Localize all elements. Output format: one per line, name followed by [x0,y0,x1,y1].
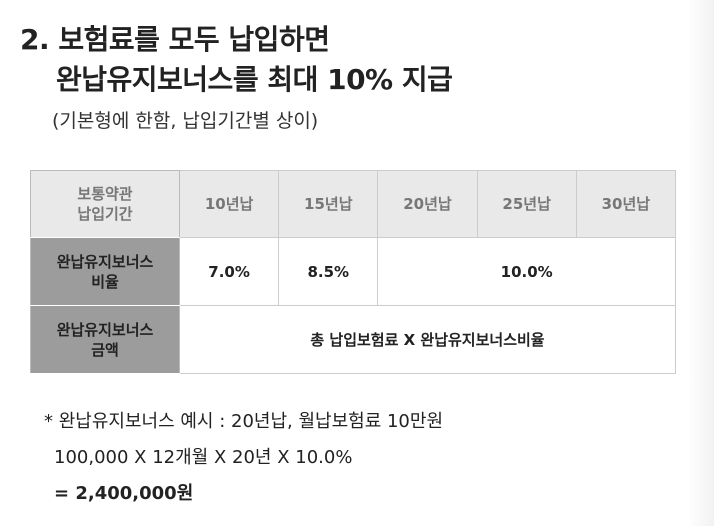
label-line: 완납유지보너스 [56,252,154,271]
column-header: 10년납 [178,170,280,238]
label-line: 납입기간 [77,205,133,223]
table-cell: 10.0% [377,237,676,306]
note-line: 100,000 X 12개월 X 20년 X 10.0% [54,447,353,468]
note-line: * 완납유지보너스 예시 : 20년납, 월납보험료 10만원 [44,411,444,432]
table-cell: 총 납입보험료 X 완납유지보너스비율 [179,305,676,374]
row-label: 완납유지보너스 비율 [30,237,180,306]
note-line: = 2,400,000원 [54,483,194,504]
title-line: 2. 보험료를 모두 납입하면 [20,23,330,56]
note: * 완납유지보너스 예시 : 20년납, 월납보험료 10만원 100,000 … [44,404,443,512]
column-header: 30년납 [575,170,677,238]
label-line: 금액 [91,340,119,359]
title-line: 완납유지보너스를 최대 10% 지급 [56,63,453,96]
table-row: 완납유지보너스 비율 7.0% 8.5% 10.0% [30,237,676,306]
subtitle: (기본형에 한함, 납입기간별 상이) [52,110,319,132]
table-row: 완납유지보너스 금액 총 납입보험료 X 완납유지보너스비율 [30,305,676,374]
label-line: 완납유지보너스 [56,320,154,339]
label-line: 비율 [91,272,119,291]
table-cell: 8.5% [278,237,379,306]
side-strip [690,0,714,526]
table-cell: 7.0% [178,237,280,306]
row-label: 완납유지보너스 금액 [30,305,180,374]
column-header: 20년납 [377,170,478,238]
column-header: 15년납 [278,170,379,238]
label-line: 보통약관 [77,185,133,203]
column-header: 25년납 [476,170,577,238]
